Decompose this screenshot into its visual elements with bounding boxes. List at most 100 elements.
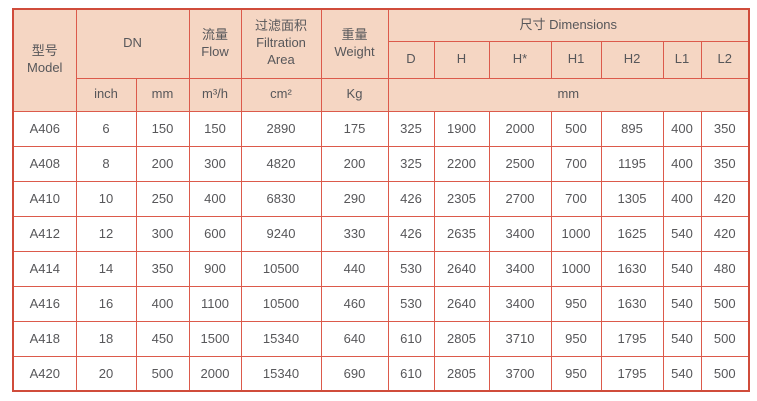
value-cell: 500 bbox=[550, 110, 602, 147]
value-cell: 2640 bbox=[433, 285, 490, 322]
unit-dn-mm: mm bbox=[135, 77, 190, 112]
value-cell: 300 bbox=[135, 215, 190, 252]
value-cell: 460 bbox=[320, 285, 389, 322]
model-cell: A418 bbox=[12, 320, 77, 357]
value-cell: 15340 bbox=[240, 355, 322, 392]
model-cell: A412 bbox=[12, 215, 77, 252]
value-cell: 175 bbox=[320, 110, 389, 147]
table-row: A412 12 300 600 9240 330 426 2635 3400 1000 1625 54… bbox=[12, 215, 750, 252]
value-cell: 6 bbox=[75, 110, 137, 147]
value-cell: 2700 bbox=[488, 180, 552, 217]
spec-table-container: 型号 Model DN 流量 Flow 过滤面积 Filtration Area… bbox=[12, 8, 751, 392]
value-cell: 530 bbox=[387, 250, 435, 287]
value-cell: 10500 bbox=[240, 285, 322, 322]
header-flow: 流量 Flow bbox=[188, 8, 242, 79]
table-body: A406 6 150 150 2890 175 325 1900 2000 500 895 400 35… bbox=[12, 110, 750, 392]
value-cell: 330 bbox=[320, 215, 389, 252]
value-cell: 500 bbox=[700, 320, 750, 357]
value-cell: 8 bbox=[75, 145, 137, 182]
value-cell: 2200 bbox=[433, 145, 490, 182]
value-cell: 2635 bbox=[433, 215, 490, 252]
header-row-1: 型号 Model DN 流量 Flow 过滤面积 Filtration Area… bbox=[12, 8, 750, 112]
value-cell: 400 bbox=[188, 180, 242, 217]
value-cell: 2500 bbox=[488, 145, 552, 182]
value-cell: 950 bbox=[550, 355, 602, 392]
model-cell: A416 bbox=[12, 285, 77, 322]
table-row: A414 14 350 900 10500 440 530 2640 3400 1000 1630 5… bbox=[12, 250, 750, 287]
value-cell: 150 bbox=[188, 110, 242, 147]
value-cell: 610 bbox=[387, 355, 435, 392]
value-cell: 600 bbox=[188, 215, 242, 252]
unit-dn-inch: inch bbox=[75, 77, 137, 112]
value-cell: 3700 bbox=[488, 355, 552, 392]
header-row-2: D H H* H1 H2 L1 L2 bbox=[13, 40, 750, 79]
value-cell: 900 bbox=[188, 250, 242, 287]
value-cell: 2000 bbox=[188, 355, 242, 392]
value-cell: 1305 bbox=[600, 180, 664, 217]
value-cell: 1900 bbox=[433, 110, 490, 147]
value-cell: 1000 bbox=[550, 250, 602, 287]
value-cell: 400 bbox=[662, 110, 702, 147]
value-cell: 530 bbox=[387, 285, 435, 322]
value-cell: 14 bbox=[75, 250, 137, 287]
value-cell: 3400 bbox=[488, 250, 552, 287]
value-cell: 12 bbox=[75, 215, 137, 252]
value-cell: 1625 bbox=[600, 215, 664, 252]
model-cell: A414 bbox=[12, 250, 77, 287]
value-cell: 700 bbox=[550, 180, 602, 217]
unit-flow: m³/h bbox=[188, 77, 242, 112]
header-dim-l2: L2 bbox=[700, 40, 750, 79]
value-cell: 440 bbox=[320, 250, 389, 287]
value-cell: 420 bbox=[700, 180, 750, 217]
value-cell: 610 bbox=[387, 320, 435, 357]
header-model: 型号 Model bbox=[12, 8, 77, 112]
value-cell: 15340 bbox=[240, 320, 322, 357]
value-cell: 540 bbox=[662, 320, 702, 357]
value-cell: 325 bbox=[387, 145, 435, 182]
value-cell: 950 bbox=[550, 285, 602, 322]
value-cell: 2805 bbox=[433, 320, 490, 357]
value-cell: 540 bbox=[662, 355, 702, 392]
value-cell: 400 bbox=[662, 145, 702, 182]
value-cell: 426 bbox=[387, 180, 435, 217]
value-cell: 2805 bbox=[433, 355, 490, 392]
value-cell: 3400 bbox=[488, 215, 552, 252]
value-cell: 10 bbox=[75, 180, 137, 217]
value-cell: 325 bbox=[387, 110, 435, 147]
header-dimensions: 尺寸 Dimensions bbox=[387, 8, 750, 42]
value-cell: 1795 bbox=[600, 355, 664, 392]
value-cell: 300 bbox=[188, 145, 242, 182]
header-row-3: inch mm m³/h cm² Kg mm bbox=[13, 77, 750, 112]
value-cell: 540 bbox=[662, 285, 702, 322]
value-cell: 500 bbox=[700, 355, 750, 392]
header-dim-h2: H2 bbox=[600, 40, 664, 79]
value-cell: 1195 bbox=[600, 145, 664, 182]
value-cell: 350 bbox=[135, 250, 190, 287]
value-cell: 1100 bbox=[188, 285, 242, 322]
value-cell: 690 bbox=[320, 355, 389, 392]
value-cell: 895 bbox=[600, 110, 664, 147]
table-row: A416 16 400 1100 10500 460 530 2640 3400 950 1630 5… bbox=[12, 285, 750, 322]
value-cell: 540 bbox=[662, 250, 702, 287]
value-cell: 290 bbox=[320, 180, 389, 217]
value-cell: 640 bbox=[320, 320, 389, 357]
value-cell: 10500 bbox=[240, 250, 322, 287]
header-filtration-area: 过滤面积 Filtration Area bbox=[240, 8, 322, 79]
table-row: A410 10 250 400 6830 290 426 2305 2700 700 1305 400… bbox=[12, 180, 750, 217]
value-cell: 1795 bbox=[600, 320, 664, 357]
value-cell: 400 bbox=[135, 285, 190, 322]
spec-table: 型号 Model DN 流量 Flow 过滤面积 Filtration Area… bbox=[12, 8, 751, 392]
value-cell: 9240 bbox=[240, 215, 322, 252]
value-cell: 500 bbox=[700, 285, 750, 322]
value-cell: 1630 bbox=[600, 250, 664, 287]
value-cell: 450 bbox=[135, 320, 190, 357]
header-dim-l1: L1 bbox=[662, 40, 702, 79]
value-cell: 480 bbox=[700, 250, 750, 287]
value-cell: 400 bbox=[662, 180, 702, 217]
value-cell: 250 bbox=[135, 180, 190, 217]
header-dim-h: H bbox=[433, 40, 490, 79]
value-cell: 540 bbox=[662, 215, 702, 252]
table-row: A418 18 450 1500 15340 640 610 2805 3710 950 1795 5… bbox=[12, 320, 750, 357]
value-cell: 420 bbox=[700, 215, 750, 252]
value-cell: 3400 bbox=[488, 285, 552, 322]
